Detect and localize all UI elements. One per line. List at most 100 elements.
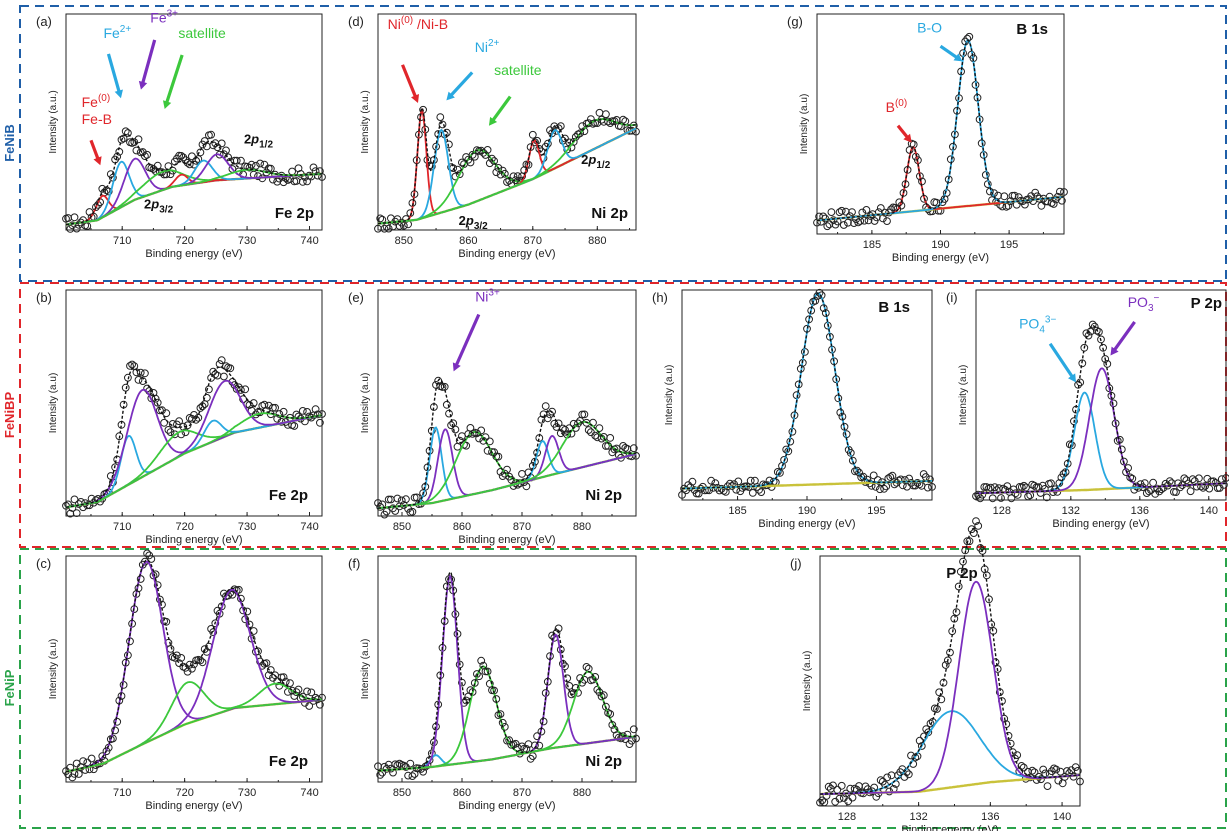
- peak-annotation: PO3−: [1128, 293, 1160, 314]
- row-label-feniP: FeNiP: [2, 669, 17, 706]
- data-point: [1070, 417, 1078, 426]
- peak-annotation: 2p3/2: [459, 213, 489, 232]
- x-tick-label: 720: [175, 787, 193, 799]
- x-tick-label: 870: [524, 235, 542, 247]
- data-point: [266, 666, 275, 674]
- data-point: [1140, 479, 1149, 488]
- data-point: [526, 754, 535, 763]
- data-point: [1222, 474, 1229, 482]
- data-point: [305, 702, 314, 710]
- arrow-shaft: [89, 139, 100, 160]
- peak-annotation: Ni3+: [475, 288, 500, 305]
- data-point: [447, 421, 456, 430]
- arrow-shaft: [165, 54, 184, 104]
- data-point: [485, 159, 494, 168]
- data-point: [825, 220, 834, 229]
- data-point: [1051, 485, 1060, 494]
- panel-f: 850 860 870 880 Binding energy (eV) Intensity…: [348, 555, 640, 812]
- data-point: [593, 433, 602, 442]
- data-point: [1180, 474, 1189, 483]
- arrow-head: [1110, 346, 1119, 356]
- data-point: [1052, 765, 1061, 774]
- arrow-head: [162, 100, 172, 110]
- data-point: [1030, 768, 1039, 777]
- data-point: [751, 476, 759, 485]
- x-tick-label: 850: [393, 787, 411, 799]
- data-point: [856, 217, 865, 225]
- arrow-head: [93, 156, 102, 166]
- data-point: [427, 426, 436, 435]
- x-tick-label: 710: [113, 787, 131, 799]
- data-point: [104, 187, 113, 196]
- data-point: [1201, 482, 1210, 490]
- data-point: [279, 407, 288, 416]
- data-point: [1061, 468, 1070, 477]
- data-point: [1126, 473, 1135, 482]
- arrow-shaft: [939, 44, 959, 60]
- data-point: [151, 394, 160, 403]
- data-point: [1039, 765, 1048, 774]
- annotation-arrow: [1110, 320, 1136, 356]
- data-point: [629, 725, 638, 734]
- data-point: [124, 129, 132, 137]
- x-tick-label: 720: [175, 235, 193, 247]
- data-point: [72, 224, 81, 233]
- data-point: [412, 493, 421, 502]
- data-point: [848, 208, 856, 217]
- core-level-label: P 2p: [946, 565, 977, 582]
- data-point: [876, 776, 885, 785]
- data-point: [92, 203, 100, 212]
- data-point: [903, 482, 911, 491]
- panel-letter: (a): [36, 14, 52, 29]
- x-axis-label: Binding energy (eV): [145, 248, 242, 260]
- data-point: [1037, 201, 1046, 210]
- panel-letter: (d): [348, 14, 364, 29]
- x-axis-label: Binding energy (eV): [1052, 518, 1149, 530]
- data-point: [883, 773, 892, 782]
- annotation-arrow: [488, 95, 512, 126]
- data-point: [207, 130, 216, 139]
- data-point: [451, 425, 460, 434]
- core-level-label: Fe 2p: [269, 753, 308, 770]
- fit-component: [975, 367, 1227, 495]
- x-axis-label: Binding energy (eV): [901, 824, 998, 831]
- data-point: [855, 468, 863, 477]
- data-point: [835, 208, 844, 217]
- peak-annotation: Fe(0): [82, 93, 111, 110]
- data-point: [528, 130, 537, 139]
- data-point: [862, 206, 871, 214]
- data-point: [548, 407, 556, 416]
- x-tick-label: 880: [573, 521, 591, 533]
- panel-letter: (e): [348, 290, 364, 305]
- data-point: [1024, 492, 1032, 501]
- data-point: [860, 216, 869, 225]
- arrow-shaft: [896, 124, 909, 139]
- data-point: [207, 374, 216, 382]
- data-point: [591, 431, 600, 440]
- data-point: [269, 403, 277, 412]
- x-tick-label: 190: [931, 239, 949, 251]
- data-point: [1000, 192, 1009, 201]
- arrow-head: [411, 93, 420, 103]
- data-point: [220, 372, 228, 381]
- data-point: [384, 760, 393, 769]
- x-tick-label: 128: [993, 505, 1011, 517]
- data-point: [138, 148, 147, 156]
- data-point: [994, 191, 1002, 200]
- arrow-head: [903, 133, 912, 143]
- panel-c: 710 720 730 740 Binding energy (eV) Intensity…: [36, 549, 326, 812]
- x-tick-label: 740: [300, 521, 318, 533]
- data-point: [455, 170, 464, 179]
- data-point: [374, 499, 382, 507]
- data-point: [202, 393, 211, 402]
- data-point: [522, 482, 531, 491]
- data-point: [318, 693, 326, 702]
- data-point: [1165, 477, 1174, 486]
- data-point: [541, 402, 550, 411]
- data-point: [606, 434, 615, 442]
- x-tick-label: 710: [113, 235, 131, 247]
- plot-frame: [377, 13, 637, 231]
- x-tick-label: 850: [393, 521, 411, 533]
- data-point: [864, 216, 873, 225]
- data-point: [841, 207, 850, 216]
